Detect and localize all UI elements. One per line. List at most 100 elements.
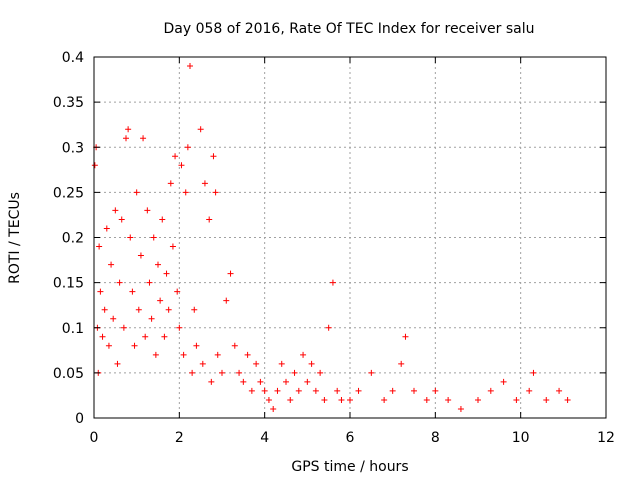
data-point xyxy=(131,342,138,349)
y-tick-label: 0.25 xyxy=(53,185,84,201)
x-tick-label: 2 xyxy=(175,430,184,446)
data-point xyxy=(236,369,243,376)
data-point xyxy=(201,180,208,187)
data-point xyxy=(321,396,328,403)
data-point xyxy=(291,369,298,376)
data-point xyxy=(159,216,166,223)
data-point xyxy=(317,369,324,376)
data-point xyxy=(325,324,332,331)
data-point xyxy=(231,342,238,349)
data-point xyxy=(526,387,533,394)
data-point xyxy=(133,189,140,196)
data-point xyxy=(564,396,571,403)
data-point xyxy=(287,396,294,403)
y-tick-label: 0.4 xyxy=(62,50,84,66)
data-point xyxy=(161,333,168,340)
data-point xyxy=(261,387,268,394)
data-points-layer xyxy=(91,63,571,412)
data-point xyxy=(257,378,264,385)
data-point xyxy=(423,396,430,403)
data-point xyxy=(178,162,185,169)
data-point xyxy=(163,270,170,277)
x-tick-label: 10 xyxy=(512,430,530,446)
data-point xyxy=(118,216,125,223)
data-point xyxy=(99,333,106,340)
data-point xyxy=(402,333,409,340)
y-tick-labels: 0 0.05 0.1 0.15 0.2 0.25 0.3 0.35 0.4 xyxy=(53,50,84,427)
data-point xyxy=(97,288,104,295)
data-point xyxy=(193,342,200,349)
data-point xyxy=(157,297,164,304)
data-point xyxy=(253,360,260,367)
data-point xyxy=(283,378,289,385)
data-point xyxy=(432,387,439,394)
data-point xyxy=(96,243,103,250)
data-point xyxy=(140,135,147,142)
data-point xyxy=(176,324,183,331)
y-tick-label: 0.35 xyxy=(53,95,84,111)
ticks-layer xyxy=(93,56,607,419)
data-point xyxy=(210,153,217,160)
data-point xyxy=(108,261,115,268)
data-point xyxy=(338,396,345,403)
data-point xyxy=(278,360,285,367)
data-point xyxy=(114,360,121,367)
data-point xyxy=(152,351,159,358)
data-point xyxy=(135,306,142,313)
data-point xyxy=(189,369,196,376)
data-point xyxy=(197,126,204,133)
x-tick-label: 8 xyxy=(431,430,440,446)
data-point xyxy=(169,243,176,250)
data-point xyxy=(208,378,215,385)
data-point xyxy=(172,153,179,160)
data-point xyxy=(127,234,134,241)
data-point xyxy=(144,207,151,214)
data-point xyxy=(381,396,388,403)
x-tick-label: 4 xyxy=(260,430,269,446)
data-point xyxy=(240,378,247,385)
data-point xyxy=(227,270,234,277)
data-point xyxy=(355,387,362,394)
x-axis-label: GPS time / hours xyxy=(291,459,408,475)
data-point xyxy=(123,135,129,142)
x-tick-labels: 0 2 4 6 8 10 12 xyxy=(90,430,615,446)
y-axis-label: ROTI / TECUs xyxy=(7,192,23,284)
data-point xyxy=(295,387,302,394)
data-point xyxy=(265,396,272,403)
data-point xyxy=(148,315,155,322)
data-point xyxy=(389,387,396,394)
data-point xyxy=(165,306,172,313)
data-point xyxy=(129,288,136,295)
data-point xyxy=(101,306,108,313)
data-point xyxy=(304,378,311,385)
data-point xyxy=(150,234,157,241)
data-point xyxy=(445,396,452,403)
data-point xyxy=(142,333,149,340)
data-point xyxy=(103,225,110,232)
y-tick-label: 0.15 xyxy=(53,276,84,292)
data-point xyxy=(347,396,353,403)
data-point xyxy=(120,324,127,331)
x-tick-label: 0 xyxy=(90,430,99,446)
data-point xyxy=(212,189,219,196)
data-point xyxy=(206,216,213,223)
data-point xyxy=(248,387,255,394)
data-point xyxy=(174,288,181,295)
data-point xyxy=(556,387,563,394)
data-point xyxy=(368,369,375,376)
data-point xyxy=(500,378,507,385)
data-point xyxy=(219,369,225,376)
data-point xyxy=(274,387,281,394)
data-point xyxy=(300,351,307,358)
y-tick-label: 0.1 xyxy=(62,321,84,337)
data-point xyxy=(475,396,481,403)
data-point xyxy=(184,144,191,151)
data-point xyxy=(223,297,230,304)
chart-title: Day 058 of 2016, Rate Of TEC Index for r… xyxy=(163,21,534,37)
data-point xyxy=(187,63,193,70)
data-point xyxy=(457,405,464,412)
y-tick-label: 0 xyxy=(75,411,84,427)
